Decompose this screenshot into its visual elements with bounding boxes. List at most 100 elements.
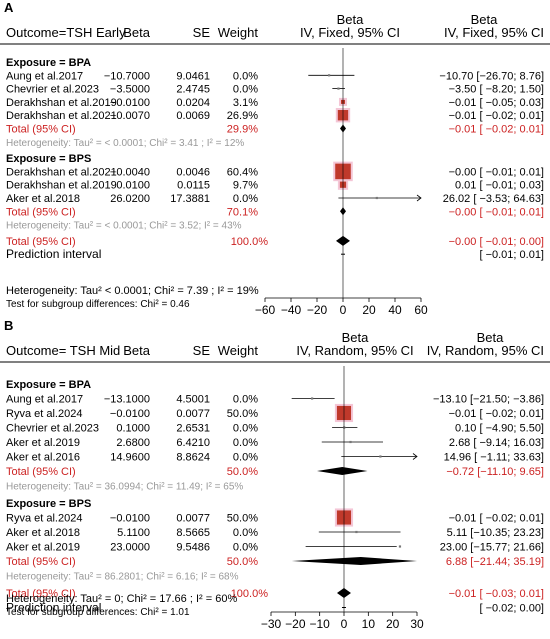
x-axis-tick-label: −60 <box>255 303 276 317</box>
study-weight: 50.0% <box>227 513 258 525</box>
study-ci-text: 14.96 [ −1.11; 33.63] <box>444 452 544 464</box>
col-header-right-top: Beta <box>471 12 499 27</box>
subgroup-heterogeneity: Heterogeneity: Tau² = < 0.0001; Chi² = 3… <box>6 138 244 149</box>
study-ci-text: 0.01 [ −0.01; 0.03] <box>455 180 544 192</box>
study-square <box>327 74 331 77</box>
study-beta: 23.0000 <box>110 542 150 554</box>
study-ci-text: −0.01 [ −0.02; 0.01] <box>449 408 544 420</box>
study-weight: 0.0% <box>233 193 258 205</box>
study-name: Derakhshan et al.2021 <box>6 166 117 178</box>
overall-heterogeneity: Heterogeneity: Tau² < 0.0001; Chi² = 7.3… <box>6 285 259 297</box>
x-axis-tick-label: −40 <box>281 303 302 317</box>
study-name: Derakhshan et al.2021 <box>6 110 117 122</box>
study-se: 9.0461 <box>176 70 210 82</box>
study-name: Aker et al.2019 <box>6 437 80 449</box>
study-beta: −0.0100 <box>110 408 150 420</box>
study-se: 0.0069 <box>176 110 210 122</box>
subgroup-heterogeneity: Heterogeneity: Tau² = 86.2801; Chi² = 6.… <box>6 572 239 583</box>
x-axis-tick-label: 40 <box>388 303 402 317</box>
overall-weight: 100.0% <box>231 588 269 600</box>
col-header-se: SE <box>193 343 211 358</box>
study-beta: −0.0070 <box>110 110 150 122</box>
subtotal-diamond <box>316 467 368 475</box>
study-name: Ryva et al.2024 <box>6 408 82 420</box>
subgroup-differences-test: Test for subgroup differences: Chi² = 1.… <box>6 607 190 618</box>
study-weight: 60.4% <box>227 166 258 178</box>
study-beta: 5.1100 <box>117 527 150 539</box>
study-weight: 26.9% <box>227 110 258 122</box>
x-axis-tick-label: −30 <box>261 617 282 631</box>
study-square <box>311 397 314 400</box>
study-beta: −0.0100 <box>110 97 150 109</box>
x-axis-tick-label: −20 <box>285 617 306 631</box>
study-name: Chevrier et al.2023 <box>6 84 99 96</box>
group-title: Exposure = BPS <box>6 153 91 165</box>
col-header-right-bottom: IV, Fixed, 95% CI <box>444 25 544 40</box>
study-beta: 26.0200 <box>110 193 150 205</box>
study-ci-text: 26.02 [ −3.53; 64.63] <box>443 193 544 205</box>
panel-letter: A <box>4 0 14 15</box>
study-se: 0.0115 <box>177 180 210 192</box>
study-weight: 0.0% <box>233 84 258 96</box>
study-square <box>375 196 378 200</box>
subgroup-differences-test: Test for subgroup differences: Chi² = 0.… <box>6 299 190 310</box>
study-weight: 0.0% <box>233 394 258 406</box>
study-weight: 0.0% <box>233 437 258 449</box>
study-square <box>349 440 352 444</box>
study-name: Aker et al.2018 <box>6 527 80 539</box>
subtotal-ci-text: −0.01 [ −0.02; 0.01] <box>449 124 544 136</box>
prediction-label: Prediction interval <box>6 601 101 615</box>
study-ci-text: 23.00 [−15.77; 21.66] <box>440 542 544 554</box>
study-name: Derakhshan et al.2019 <box>6 180 117 192</box>
study-weight: 0.0% <box>233 452 258 464</box>
study-square <box>379 455 382 458</box>
study-weight: 50.0% <box>227 408 258 420</box>
study-beta: 0.0100 <box>116 180 150 192</box>
study-ci-arrow <box>416 194 422 202</box>
subtotal-ci-text: −0.72 [−11.10; 9.65] <box>446 466 544 478</box>
subtotal-label: Total (95% CI) <box>6 206 76 218</box>
study-weight: 3.1% <box>233 97 258 109</box>
study-name: Aung et al.2017 <box>6 70 83 82</box>
study-se: 2.6531 <box>176 423 210 435</box>
study-weight: 0.0% <box>233 542 258 554</box>
outcome-label: Outcome= TSH Mid <box>6 343 120 358</box>
study-ci-text: −10.70 [−26.70; 8.76] <box>439 70 544 82</box>
overall-ci-text: −0.01 [ −0.03; 0.01] <box>449 588 544 600</box>
subtotal-label: Total (95% CI) <box>6 124 76 136</box>
study-ci-text: −13.10 [−21.50; −3.86] <box>433 394 544 406</box>
x-axis-tick-label: −20 <box>307 303 328 317</box>
x-axis-tick-label: 30 <box>410 617 424 631</box>
study-ci-text: 0.10 [ −4.90; 5.50] <box>455 423 544 435</box>
subtotal-weight: 29.9% <box>227 124 258 136</box>
study-name: Aker et al.2019 <box>6 542 80 554</box>
study-name: Aung et al.2017 <box>6 394 83 406</box>
x-axis-tick-label: −10 <box>309 617 330 631</box>
study-weight: 0.0% <box>233 423 258 435</box>
col-header-beta: Beta <box>123 25 151 40</box>
subtotal-weight: 50.0% <box>227 466 258 478</box>
subtotal-label: Total (95% CI) <box>6 556 76 568</box>
overall-ci-text: −0.00 [ −0.01; 0.00] <box>449 236 544 248</box>
study-beta: −3.5000 <box>110 84 150 96</box>
subtotal-label: Total (95% CI) <box>6 466 76 478</box>
study-square <box>337 87 340 90</box>
study-name: Aker et al.2018 <box>6 193 80 205</box>
study-se: 9.5486 <box>176 542 210 554</box>
study-ci-text: −0.01 [ −0.02; 0.01] <box>449 513 544 525</box>
study-se: 0.0204 <box>176 97 210 109</box>
x-axis-tick-label: 0 <box>340 303 347 317</box>
study-se: 0.0077 <box>176 513 210 525</box>
study-ci-text: 2.68 [ −9.14; 16.03] <box>449 437 544 449</box>
subtotal-ci-text: 6.88 [−21.44; 35.19] <box>446 556 544 568</box>
study-se: 8.5665 <box>176 527 210 539</box>
subtotal-weight: 50.0% <box>227 556 258 568</box>
study-ci-text: −0.01 [ −0.05; 0.03] <box>449 97 544 109</box>
study-beta: −13.1000 <box>104 394 150 406</box>
study-beta: −0.0100 <box>110 513 150 525</box>
study-ci-text: −3.50 [ −8.20; 1.50] <box>449 84 544 96</box>
col-header-se: SE <box>193 25 211 40</box>
study-square <box>398 545 402 548</box>
